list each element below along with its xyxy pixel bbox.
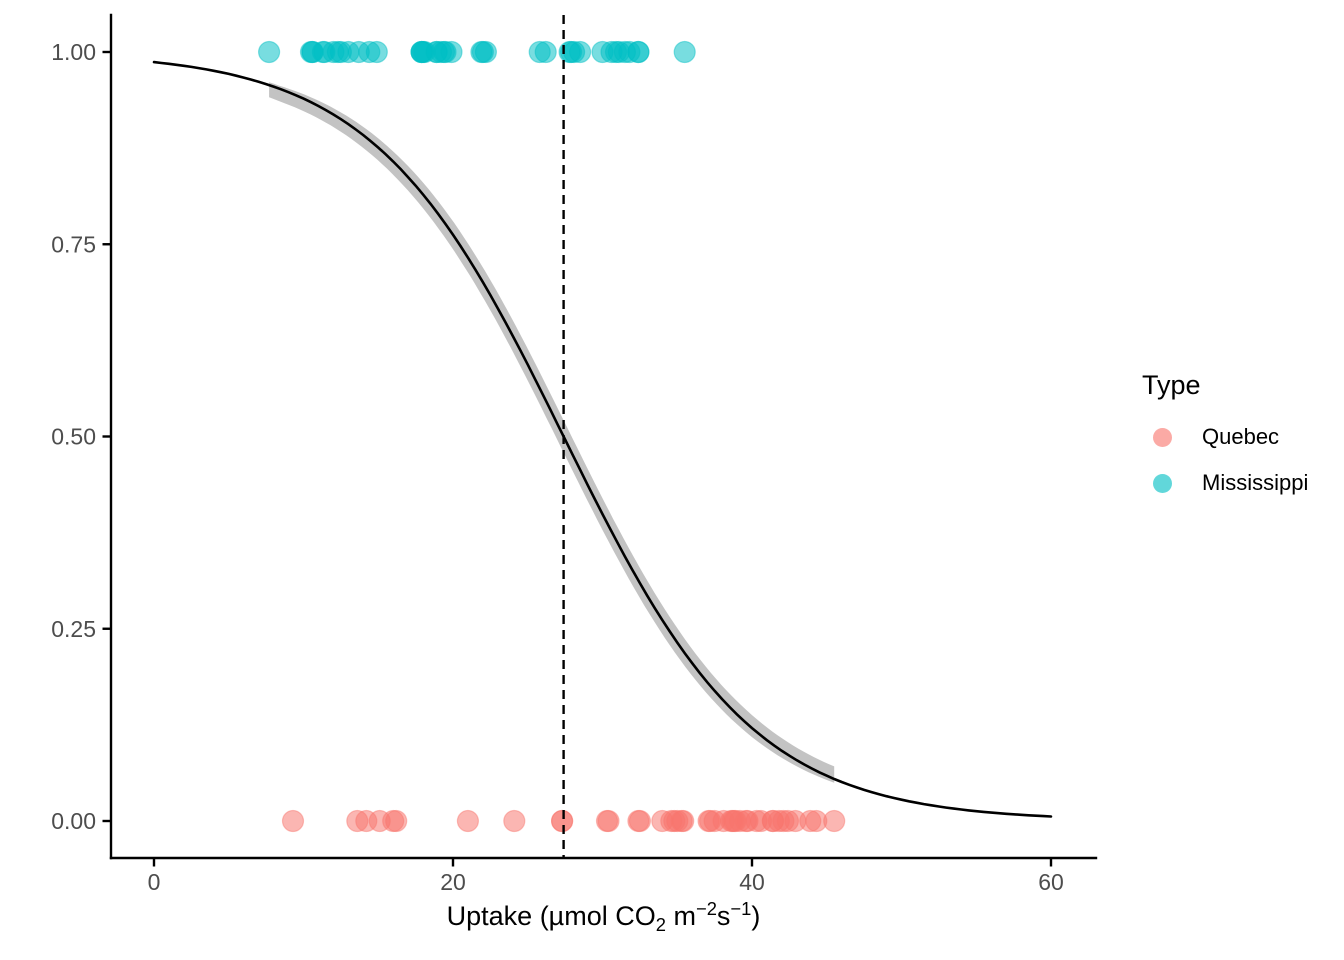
confidence-band [269, 82, 835, 783]
y-tick-label: 0.50 [51, 424, 96, 450]
x-axis-title-segment: s [716, 901, 731, 932]
x-axis-title-segment: −2 [695, 898, 717, 919]
x-axis-title-segment: Uptake (µmol CO [446, 901, 656, 932]
point-quebec [550, 809, 574, 833]
point-mississippi [470, 40, 493, 64]
x-axis-title-segment: ) [751, 901, 761, 932]
point-mississippi [528, 40, 551, 64]
x-axis-title-segment: 2 [655, 913, 666, 935]
logistic-fit-curve [152, 60, 1053, 818]
point-quebec [651, 809, 674, 833]
point-quebec [823, 809, 846, 833]
legend-swatch-mississippi-icon [1153, 473, 1172, 493]
y-tick-label: 0.25 [51, 616, 96, 642]
legend: Type Quebec Mississippi [1142, 370, 1308, 506]
legend-item-mississippi: Mississippi [1142, 460, 1308, 506]
point-mississippi [258, 40, 281, 64]
point-quebec [734, 809, 758, 833]
point-quebec [368, 809, 391, 833]
x-tick-label: 0 [148, 869, 161, 895]
y-tick-label: 1.00 [51, 39, 96, 65]
point-quebec [628, 809, 652, 833]
legend-item-quebec: Quebec [1142, 414, 1308, 460]
x-axis-title-segment: −1 [730, 898, 752, 919]
x-tick-label: 60 [1038, 869, 1064, 895]
legend-title: Type [1142, 370, 1201, 400]
point-mississippi [613, 40, 637, 64]
legend-item-label: Quebec [1202, 424, 1280, 449]
point-quebec [799, 809, 822, 833]
point-quebec [595, 809, 619, 833]
y-tick-label: 0.75 [51, 231, 96, 257]
point-mississippi [558, 40, 581, 64]
y-tick-label: 0.00 [51, 808, 96, 834]
x-axis-title: Uptake (µmol CO2 m−2s−1) [111, 898, 1096, 936]
point-mississippi [440, 40, 463, 64]
point-mississippi [301, 40, 324, 64]
legend-swatch-quebec-icon [1153, 427, 1172, 447]
legend-item-label: Mississippi [1202, 470, 1309, 495]
x-tick-label: 40 [739, 869, 765, 895]
point-quebec [761, 809, 785, 833]
point-mississippi [673, 40, 696, 64]
point-mississippi [358, 40, 381, 64]
point-quebec [503, 809, 526, 833]
point-quebec [456, 809, 479, 833]
x-tick-label: 20 [440, 869, 466, 895]
x-axis-title-segment: m [665, 901, 696, 932]
point-quebec [281, 809, 305, 833]
